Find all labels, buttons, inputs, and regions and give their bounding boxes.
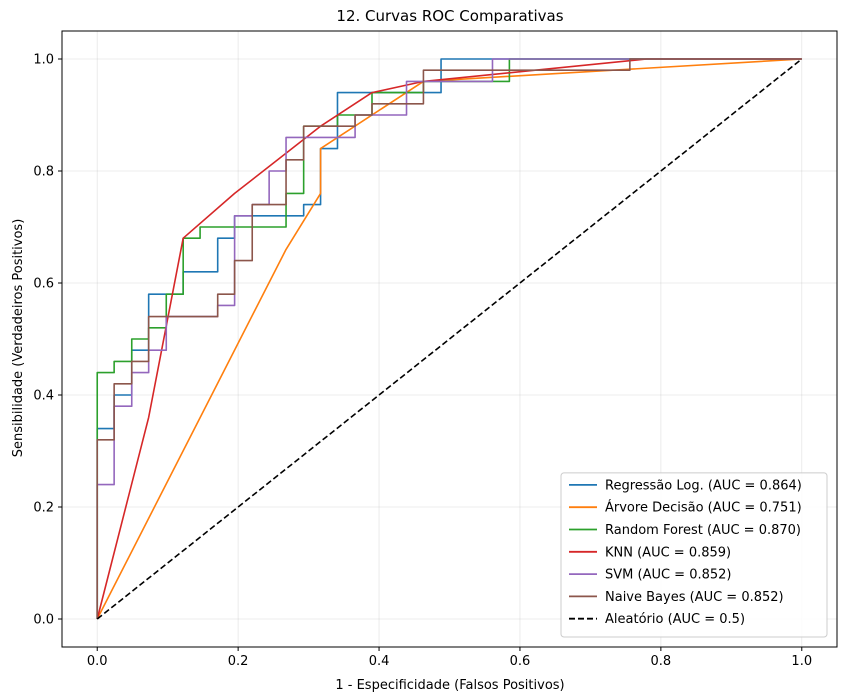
y-tick-label: 0.0 <box>33 613 54 628</box>
legend-label-0: Regressão Log. (AUC = 0.864) <box>605 478 802 493</box>
x-axis-label: 1 - Especificidade (Falsos Positivos) <box>335 678 564 693</box>
y-tick-label: 1.0 <box>33 53 54 68</box>
series-line-6 <box>96 58 803 620</box>
x-tick-label: 0.0 <box>87 654 108 669</box>
x-tick-label: 0.2 <box>228 654 249 669</box>
legend-label-3: KNN (AUC = 0.859) <box>605 545 731 560</box>
y-axis-label: Sensibilidade (Verdadeiros Positivos) <box>11 219 26 458</box>
ticks: 0.0 0.2 0.4 0.6 0.8 1.0 0.0 0.2 0.4 0.6 0.8 1.0 <box>33 53 812 670</box>
y-tick-label: 0.4 <box>33 389 54 404</box>
legend-label-2: Random Forest (AUC = 0.870) <box>605 523 801 538</box>
series-line-1 <box>96 58 802 620</box>
grid <box>62 31 837 647</box>
series-layer <box>96 58 803 620</box>
legend-label-4: SVM (AUC = 0.852) <box>605 568 732 583</box>
legend-label-6: Aleatório (AUC = 0.5) <box>605 612 745 627</box>
y-tick-label: 0.8 <box>33 165 54 180</box>
legend-box <box>560 472 828 638</box>
legend: Regressão Log. (AUC = 0.864) Árvore Decis… <box>560 472 828 638</box>
legend-label-5: Naive Bayes (AUC = 0.852) <box>605 590 784 605</box>
plot-frame <box>61 30 838 648</box>
x-tick-label: 0.8 <box>651 654 672 669</box>
legend-label-1: Árvore Decisão (AUC = 0.751) <box>605 500 802 516</box>
y-tick-label: 0.2 <box>33 501 54 516</box>
x-tick-label: 1.0 <box>791 654 812 669</box>
series-line-5 <box>96 58 802 619</box>
chart-title: 12. Curvas ROC Comparativas <box>336 7 563 25</box>
series-line-0 <box>96 58 802 619</box>
y-tick-label: 0.6 <box>33 277 54 292</box>
series-line-4 <box>96 58 802 619</box>
x-tick-label: 0.4 <box>369 654 390 669</box>
x-tick-label: 0.6 <box>510 654 531 669</box>
